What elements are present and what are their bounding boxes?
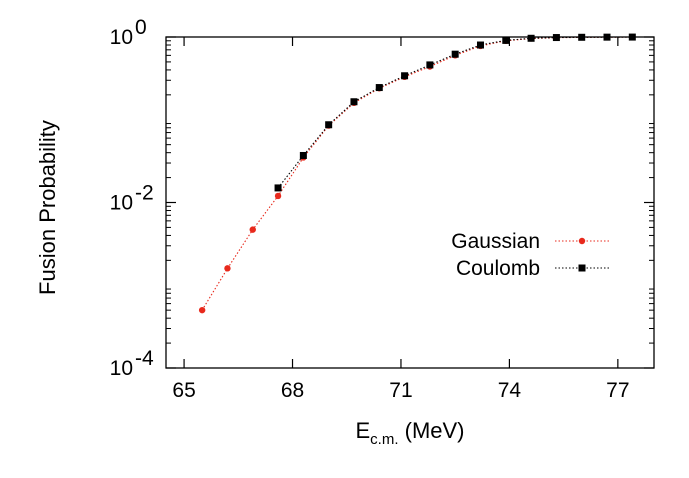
x-axis-title: Ec.m. (MeV) [355, 418, 464, 448]
data-point-gaussian [249, 226, 256, 233]
data-point-gaussian [274, 192, 282, 200]
y-tick-label-exponent: 0 [135, 16, 147, 39]
x-axis-title-subscript: c.m. [370, 431, 398, 448]
legend: Gaussian Coulomb [451, 230, 610, 280]
legend-label-coulomb: Coulomb [456, 257, 540, 280]
data-point-coulomb [502, 36, 510, 44]
y-tick-label: 10 [110, 192, 133, 215]
x-axis-ticks: 65 68 71 74 77 [172, 37, 630, 402]
y-tick-label-exponent: -4 [135, 347, 154, 370]
data-point-coulomb [527, 34, 535, 42]
data-point-coulomb [274, 184, 282, 192]
x-tick-label: 68 [281, 379, 304, 402]
legend-marker-coulomb [578, 264, 586, 272]
series-line-gaussian [201, 36, 633, 311]
x-tick-label: 77 [606, 379, 629, 402]
y-tick-label-exponent: -2 [135, 182, 154, 205]
y-tick-label: 10 [110, 26, 133, 49]
y-tick-label: 10 [110, 357, 133, 380]
data-point-coulomb [401, 72, 409, 80]
legend-marker-gaussian [578, 237, 586, 245]
data-point-coulomb [299, 151, 307, 159]
data-point-coulomb [426, 61, 434, 69]
data-point-coulomb [476, 41, 484, 49]
data-point-coulomb [325, 121, 333, 129]
data-point-coulomb [350, 98, 358, 106]
x-tick-label: 65 [172, 379, 195, 402]
data-point-gaussian [224, 265, 231, 272]
data-point-coulomb [375, 84, 383, 92]
data-point-gaussian [198, 306, 206, 314]
data-point-coulomb [451, 50, 459, 58]
y-axis-title: Fusion Probability [35, 120, 60, 295]
x-axis-title-main: E [355, 418, 370, 443]
x-axis-title-unit: (MeV) [405, 418, 465, 443]
legend-label-gaussian: Gaussian [451, 230, 540, 253]
x-tick-label: 74 [498, 379, 522, 402]
x-tick-label: 71 [389, 379, 412, 402]
